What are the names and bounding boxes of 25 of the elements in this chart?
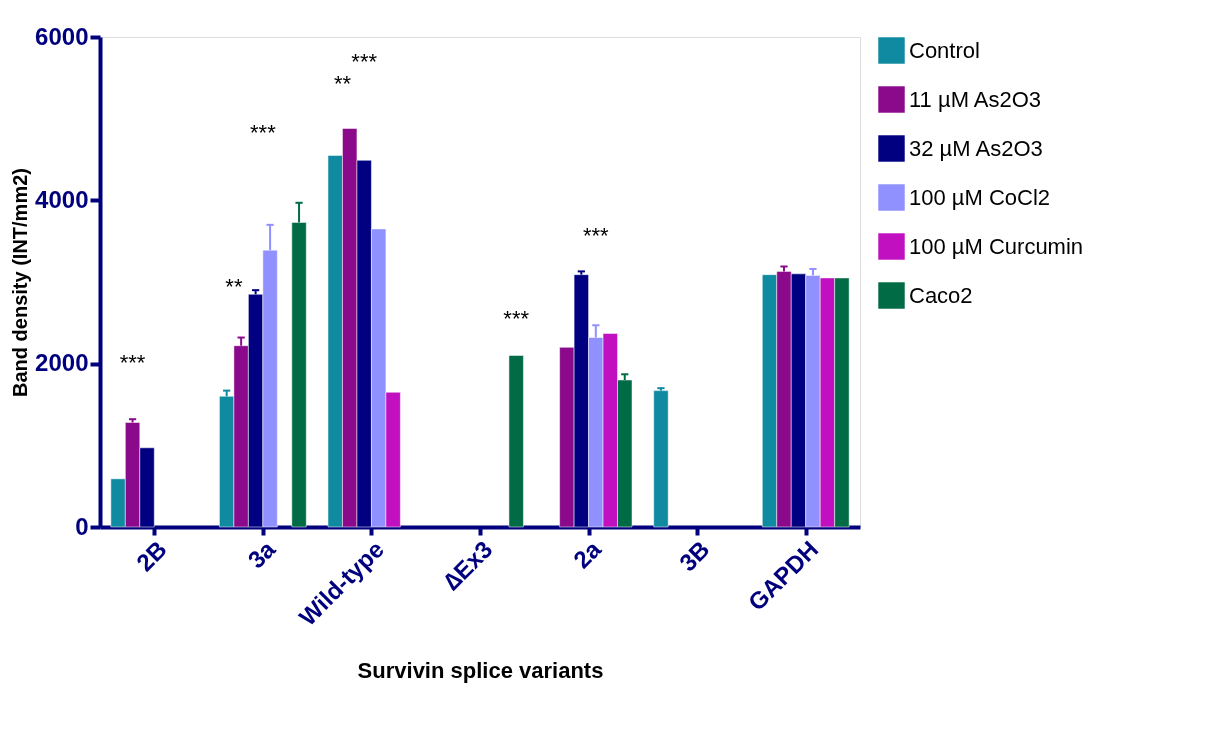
x-tick-label: 3a: [242, 534, 281, 574]
annotation: **: [333, 70, 352, 96]
y-tick-label: 4000: [35, 185, 89, 213]
legend-label: Caco2: [909, 282, 973, 308]
y-tick-label: 2000: [35, 349, 89, 377]
x-tick-label: 2B: [130, 535, 172, 577]
y-axis-title: Band density (INT/mm2): [9, 168, 32, 397]
annotation: **: [225, 274, 243, 300]
x-tick-label: 2a: [568, 534, 607, 574]
legend-label: 32 µM As2O3: [909, 135, 1043, 161]
x-tick-label: 3B: [673, 535, 715, 577]
x-axis-title: Survivin splice variants: [357, 657, 604, 683]
legend-label: Control: [909, 37, 980, 63]
y-tick-label: 0: [75, 512, 89, 540]
annotation: ***: [582, 222, 610, 248]
annotation: ***: [351, 48, 378, 74]
annotation: ***: [503, 306, 530, 331]
annotation: ***: [250, 119, 277, 145]
bar: [508, 355, 524, 528]
y-tick-label: 6000: [35, 22, 89, 50]
legend-label: 100 µM CoCl2: [909, 184, 1051, 210]
bar: [653, 390, 669, 528]
legend-label: 100 µM Curcumin: [909, 233, 1084, 259]
annotation: ***: [119, 350, 146, 376]
legend-label: 11 µM As2O3: [909, 86, 1042, 112]
